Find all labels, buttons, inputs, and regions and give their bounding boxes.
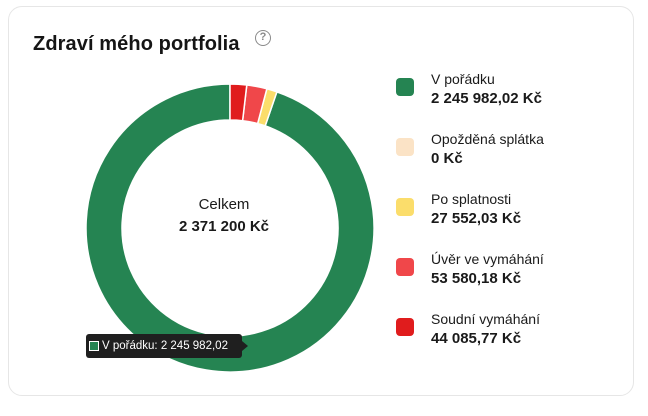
- help-icon[interactable]: ?: [255, 30, 271, 46]
- center-total-value: 2 371 200 Kč: [178, 218, 270, 235]
- tooltip-swatch: [89, 341, 99, 351]
- chart-tooltip: V pořádku: 2 245 982,02: [86, 334, 248, 358]
- legend-value: 27 552,03 Kč: [431, 210, 522, 227]
- legend-swatch: [396, 138, 414, 156]
- legend-label: Opožděná splátka: [431, 131, 544, 147]
- card-title: Zdraví mého portfolia: [33, 33, 240, 55]
- legend-label: Úvěr ve vymáhání: [431, 251, 544, 267]
- chart-center-label: Celkem 2 371 200 Kč: [154, 196, 294, 235]
- legend-value: 44 085,77 Kč: [431, 330, 522, 347]
- legend-swatch: [396, 78, 414, 96]
- donut-slice-0[interactable]: [85, 83, 375, 373]
- legend-value: 53 580,18 Kč: [431, 270, 522, 287]
- legend-swatch: [396, 198, 414, 216]
- legend-swatch: [396, 318, 414, 336]
- center-title: Celkem: [198, 196, 250, 213]
- legend-label: Po splatnosti: [431, 191, 512, 207]
- legend-swatch: [396, 258, 414, 276]
- donut-slice-4[interactable]: [229, 83, 248, 122]
- donut-chart: [85, 83, 375, 373]
- legend-value: 0 Kč: [431, 150, 463, 167]
- legend-value: 2 245 982,02 Kč: [431, 90, 542, 107]
- legend-label: Soudní vymáhání: [431, 311, 540, 327]
- legend-label: V pořádku: [431, 71, 495, 87]
- tooltip-text: V pořádku: 2 245 982,02: [102, 340, 228, 352]
